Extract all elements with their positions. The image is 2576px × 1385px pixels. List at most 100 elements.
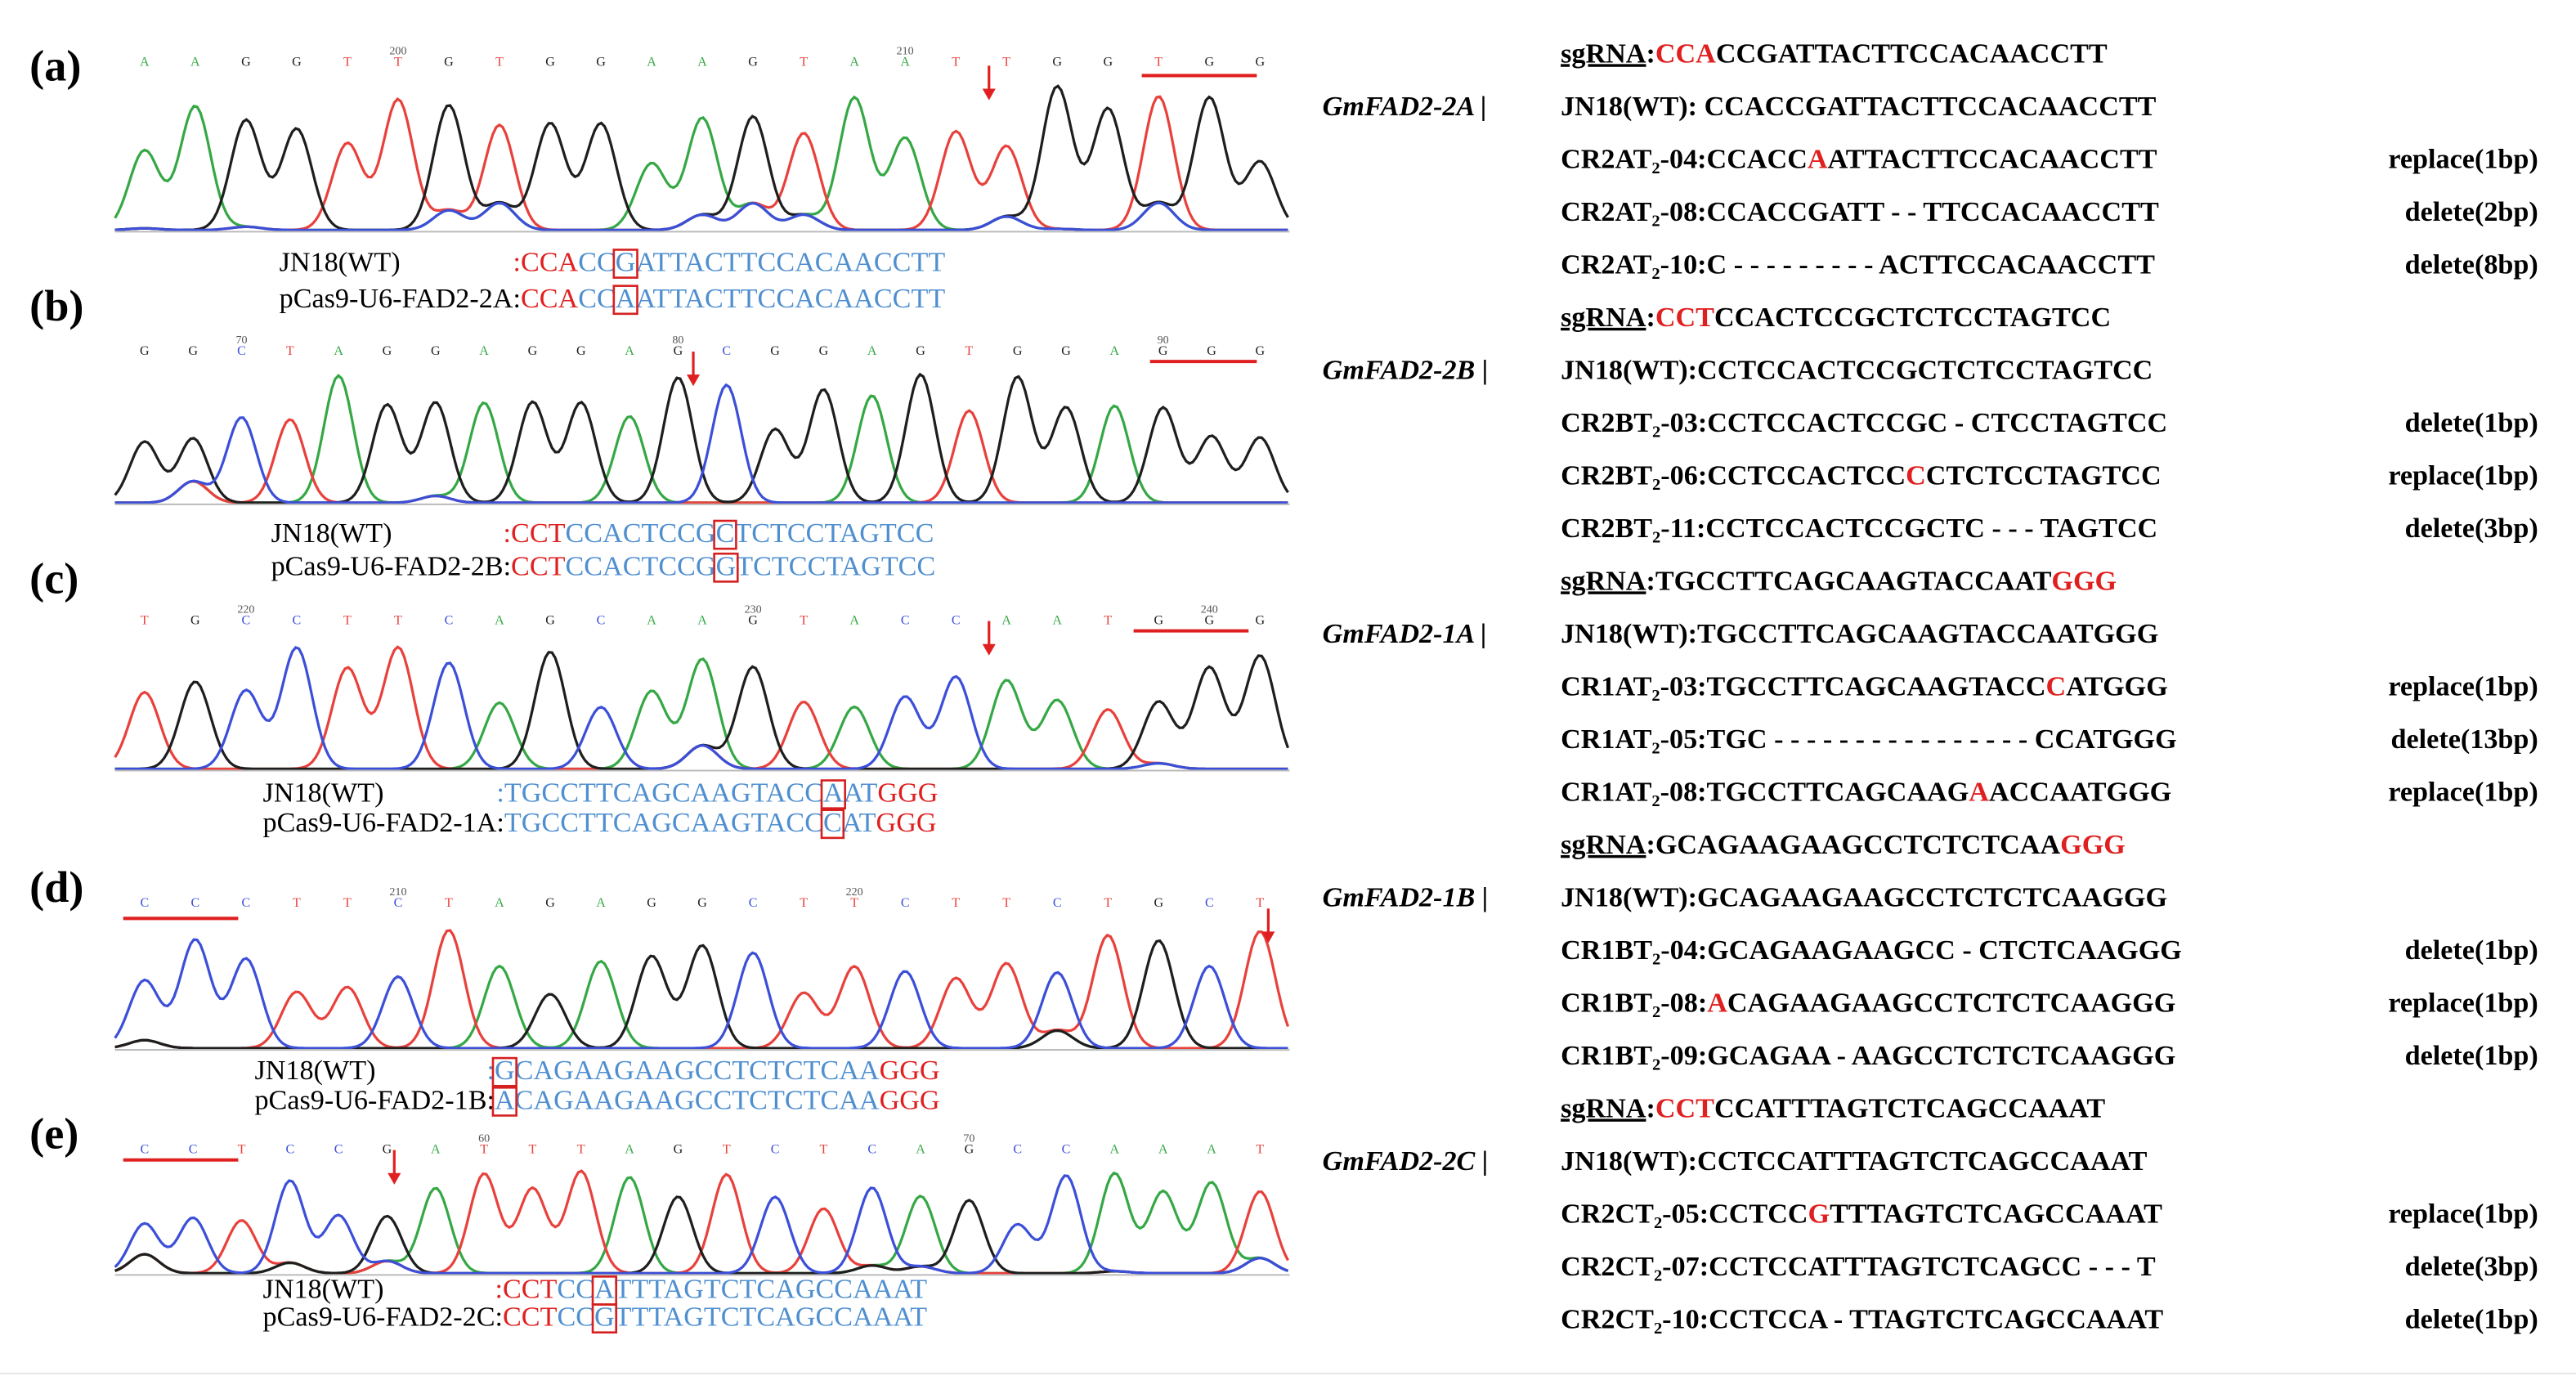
sequence-row: CR1BT₂-09:GCAGAA - AAGCCTCTCTCAAGGG bbox=[1561, 1041, 2175, 1071]
panel-label: (a) bbox=[29, 41, 81, 90]
sequence-line: JN18(WT):GCAGAAGAAGCCTCTCTCAAGGG bbox=[254, 1056, 939, 1086]
trace bbox=[114, 646, 1288, 771]
sequence-line: pCas9-U6-FAD2-2A:CCACCAATTACTTCCACAACCTT bbox=[280, 284, 946, 314]
sequence-name: JN18(WT) bbox=[263, 778, 384, 809]
position-number: 70 bbox=[235, 334, 247, 347]
base-call: T bbox=[394, 614, 402, 628]
sequence-segment: TCTCCTAGTCC bbox=[734, 518, 934, 549]
base-call: C bbox=[771, 1143, 780, 1157]
sequence-segment: A bbox=[1808, 144, 1828, 174]
base-call: A bbox=[1110, 1143, 1120, 1157]
sequence-segment: CR2CT₂-10:CCTCCA - TTAGTCTCAGCCAAAT bbox=[1561, 1304, 2163, 1334]
base-call: A bbox=[1158, 1143, 1168, 1157]
base-call: A bbox=[1001, 614, 1011, 628]
base-call: G bbox=[140, 344, 150, 358]
base-call: C bbox=[901, 614, 910, 628]
base-call: A bbox=[495, 896, 504, 910]
mutation-type: delete(2bp) bbox=[2405, 197, 2538, 227]
sequence-line: pCas9-U6-FAD2-1A:TGCCTTCAGCAAGTACCCATGGG bbox=[263, 808, 937, 838]
sequence-segment: C bbox=[2046, 671, 2067, 701]
mutation-type: replace(1bp) bbox=[2388, 144, 2538, 174]
sequence-segment: CR2BT₂-11:CCTCCACTCCGCTC - - - TAGTCC bbox=[1561, 513, 2157, 544]
sequence-segment: CCGATTACTTCCACAACCTT bbox=[1716, 38, 2108, 69]
base-call: A bbox=[1207, 1143, 1216, 1157]
sequence-row: sgRNA:CCTCCATTTAGTCTCAGCCAAAT bbox=[1561, 1093, 2105, 1123]
base-call: A bbox=[647, 614, 656, 628]
sequence-row: JN18(WT):TGCCTTCAGCAAGTACCAATGGG bbox=[1561, 619, 2158, 649]
base-call: G bbox=[383, 1143, 392, 1157]
base-call: A bbox=[900, 55, 910, 69]
base-call: G bbox=[1061, 344, 1071, 358]
base-call: G bbox=[1103, 55, 1113, 69]
mutation-type: delete(13bp) bbox=[2391, 724, 2538, 755]
sequence-segment: TTTAGTCTCAGCCAAAT bbox=[615, 1302, 928, 1333]
base-call: T bbox=[141, 614, 149, 628]
sequence-segment: CR1AT₂-05:TGC - - - - - - - - - - - - - … bbox=[1561, 724, 2177, 755]
base-call: T bbox=[495, 55, 504, 69]
sequence-name: JN18(WT) bbox=[271, 518, 392, 549]
sequence-segment: CCT bbox=[503, 1302, 558, 1333]
base-call: G bbox=[748, 614, 758, 628]
sequence-segment: CAGAAGAAGCCTCTCTCAA bbox=[515, 1085, 880, 1115]
base-call: G bbox=[188, 344, 198, 358]
sequence-name: pCas9-U6-FAD2-2A: bbox=[280, 284, 521, 314]
base-call: T bbox=[343, 55, 352, 69]
sequence-segment: : bbox=[1646, 38, 1655, 69]
sequence-segment: ATTACTTCCACAACCTT bbox=[635, 248, 945, 278]
sequence-row: CR1AT₂-03:TGCCTTCAGCAAGTACCCATGGG bbox=[1561, 671, 2168, 701]
base-call: T bbox=[800, 614, 808, 628]
base-call: A bbox=[596, 896, 606, 910]
base-call: T bbox=[343, 614, 352, 628]
mutation-type: delete(1bp) bbox=[2405, 408, 2538, 438]
sequence-segment: A bbox=[495, 1085, 515, 1115]
sequence-segment: G bbox=[616, 248, 636, 278]
sequence-segment: JN18(WT):GCAGAAGAAGCCTCTCTCAAGGG bbox=[1561, 882, 2167, 912]
arrow-head bbox=[686, 374, 701, 387]
arrow-head bbox=[982, 88, 996, 101]
mutation-type: replace(1bp) bbox=[2388, 777, 2538, 807]
trace bbox=[114, 1195, 1289, 1275]
panel-label: (b) bbox=[29, 281, 83, 330]
position-number: 90 bbox=[1158, 334, 1169, 347]
highlight-box bbox=[820, 779, 846, 809]
sequence-segment: sgRNA bbox=[1561, 566, 1646, 596]
base-call: T bbox=[238, 1143, 246, 1157]
base-call: T bbox=[800, 896, 808, 910]
base-call: G bbox=[1154, 614, 1163, 628]
base-call: C bbox=[293, 614, 302, 628]
base-call: T bbox=[1104, 614, 1112, 628]
sequence-segment: GGG bbox=[877, 778, 938, 809]
trace bbox=[114, 938, 1288, 1050]
sequence-row: CR1AT₂-05:TGC - - - - - - - - - - - - - … bbox=[1561, 724, 2177, 755]
highlight-box bbox=[491, 1086, 517, 1117]
sequence-row: CR2AT₂-08:CCACCGATT - - TTCCACAACCTT bbox=[1561, 197, 2159, 227]
sequence-row: CR1AT₂-08:TGCCTTCAGCAAGAACCAATGGG bbox=[1561, 777, 2171, 807]
mutation-type: delete(8bp) bbox=[2405, 249, 2538, 280]
trace bbox=[114, 201, 1288, 231]
sequence-row: sgRNA:GCAGAAGAAGCCTCTCTCAAGGG bbox=[1561, 830, 2126, 860]
sequence-segment: :TGCCTTCAGCAAGTACCAAT bbox=[1646, 566, 2051, 596]
base-call: G bbox=[383, 344, 392, 358]
sequence-segment: CC bbox=[578, 284, 616, 314]
sequence-segment: G bbox=[495, 1056, 515, 1086]
sequence-segment: ACCAATGGG bbox=[1989, 777, 2171, 807]
base-call: T bbox=[850, 896, 858, 910]
base-call: T bbox=[952, 896, 960, 910]
base-call: A bbox=[334, 344, 343, 358]
base-call: C bbox=[749, 896, 758, 910]
sequence-name: pCas9-U6-FAD2-2C: bbox=[263, 1302, 503, 1333]
base-call: A bbox=[849, 614, 859, 628]
trace bbox=[114, 1174, 1289, 1275]
base-call: C bbox=[140, 896, 149, 910]
panel-label: (c) bbox=[29, 554, 78, 603]
panel-label: (e) bbox=[29, 1109, 78, 1159]
base-call: T bbox=[577, 1143, 585, 1157]
sequence-row: CR2CT₂-10:CCTCCA - TTAGTCTCAGCCAAAT bbox=[1561, 1304, 2163, 1334]
sequence-segment: CCACTCCGCTCTCCTAGTCC bbox=[1714, 303, 2111, 333]
base-call: G bbox=[1256, 344, 1266, 358]
base-call: G bbox=[1207, 344, 1216, 358]
base-call: G bbox=[528, 344, 538, 358]
sequence-segment: ATTACTTCCACAACCTT bbox=[635, 284, 945, 314]
base-call: G bbox=[576, 344, 586, 358]
sequence-line: pCas9-U6-FAD2-1B:ACAGAAGAAGCCTCTCTCAAGGG bbox=[254, 1085, 939, 1115]
